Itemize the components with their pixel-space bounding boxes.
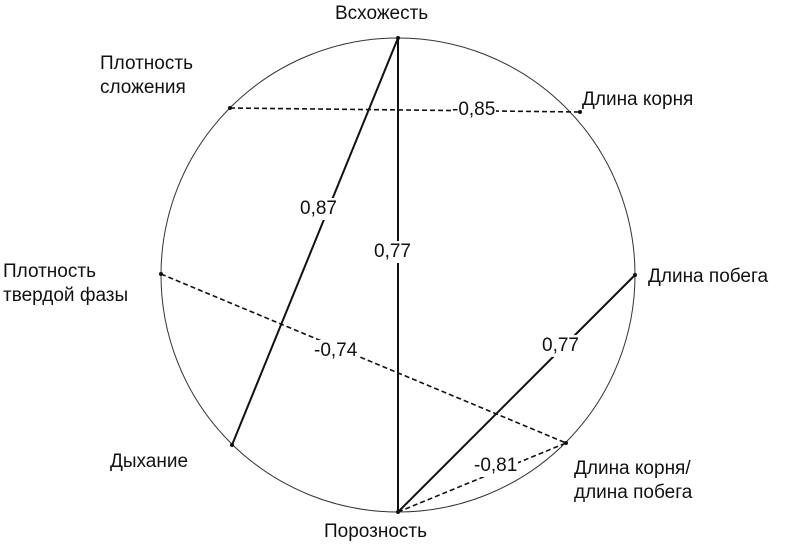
node-label-dlina-pobega: Длина побега	[648, 266, 769, 287]
node-label-plotnost-slozheniya: Плотность сложения	[100, 53, 193, 98]
node-label-plotnost-tverdoy-fazy: Плотность твердой фазы	[3, 261, 129, 306]
node-point-plotnost_tverdoy	[159, 272, 163, 276]
node-label-poroznost: Порозность	[324, 521, 428, 542]
node-point-dykhanie	[230, 443, 234, 447]
edge-value-poroznost-dlina-pobega: 0,77	[541, 335, 580, 357]
node-point-koren_pobeg	[564, 441, 568, 445]
edge-plotnost_tverdoy-koren_pobeg	[160, 273, 567, 444]
edge-value-plotnost-tverdoy-koren-pobeg: -0,74	[313, 340, 359, 362]
edge-value-poroznost-koren-pobeg: -0,81	[473, 455, 519, 477]
node-label-vskhozhest: Всхожесть	[335, 3, 429, 24]
node-point-vskhozhest	[396, 36, 400, 40]
node-point-dlina_kornya	[578, 110, 582, 114]
node-point-poroznost	[396, 510, 400, 514]
edge-value-vskhozhest-poroznost: 0,77	[373, 241, 412, 263]
edge-poroznost-dlina_pobega	[397, 274, 636, 513]
edge-poroznost-koren_pobeg	[397, 442, 567, 513]
node-point-dlina_pobega	[633, 273, 637, 277]
node-point-plotnost_slozheniya	[228, 106, 232, 110]
edge-value-plotnost-slozheniya-dlina-kornya: -0,85	[451, 99, 497, 121]
edge-vskhozhest-dykhanie	[231, 37, 399, 446]
edge-plotnost_slozheniya-dlina_kornya	[229, 107, 581, 113]
edge-value-vskhozhest-dykhanie: 0,87	[299, 198, 338, 220]
node-label-dykhanie: Дыхание	[110, 451, 189, 472]
node-label-dlina-kornya: Длина корня	[582, 89, 694, 110]
node-label-koren-pobeg: Длина корня/длина побега	[574, 458, 693, 503]
